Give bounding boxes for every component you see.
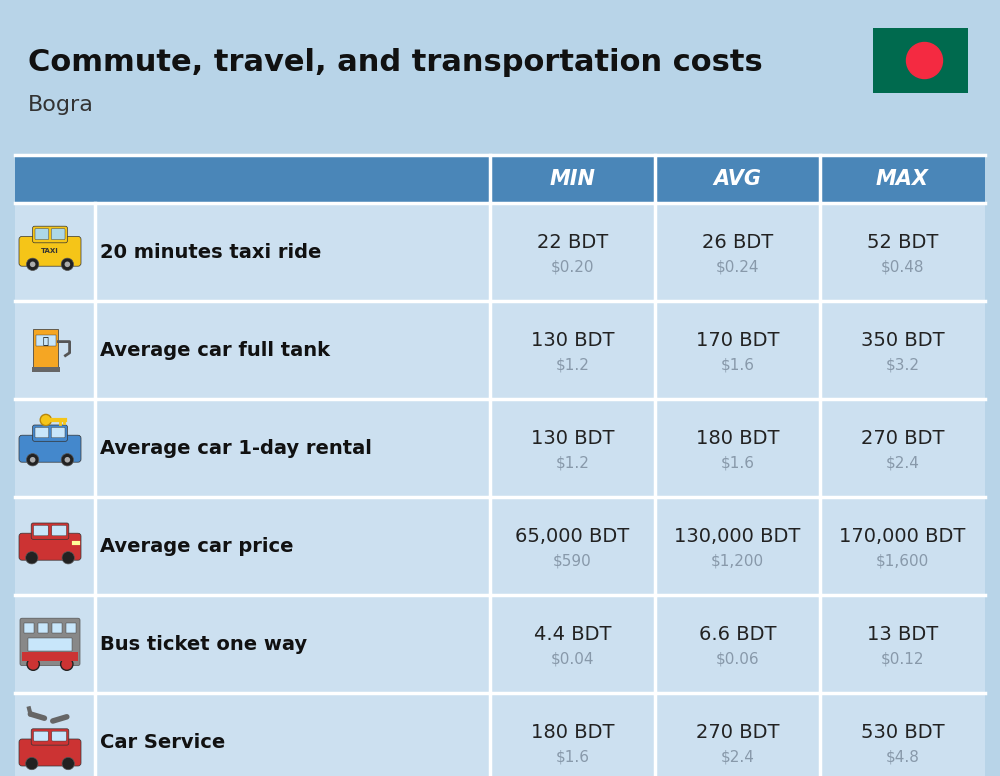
FancyBboxPatch shape: [52, 731, 66, 741]
Text: $1,600: $1,600: [876, 553, 929, 569]
Text: $4.8: $4.8: [886, 750, 919, 764]
Text: 130,000 BDT: 130,000 BDT: [674, 526, 801, 546]
Text: Bus ticket one way: Bus ticket one way: [100, 635, 307, 653]
Text: Commute, travel, and transportation costs: Commute, travel, and transportation cost…: [28, 48, 763, 77]
Text: $0.04: $0.04: [551, 652, 594, 667]
Text: 💧: 💧: [43, 335, 49, 345]
Text: $3.2: $3.2: [886, 358, 920, 372]
Circle shape: [26, 258, 39, 271]
FancyBboxPatch shape: [34, 525, 48, 535]
FancyBboxPatch shape: [35, 428, 49, 438]
Circle shape: [30, 457, 35, 462]
Text: Car Service: Car Service: [100, 733, 225, 751]
Bar: [38, 623, 48, 632]
Circle shape: [65, 262, 70, 267]
Bar: [15, 595, 985, 693]
Circle shape: [62, 552, 74, 564]
Circle shape: [65, 457, 70, 462]
Bar: [33, 329, 58, 368]
Bar: [66, 623, 76, 632]
Text: Average car 1-day rental: Average car 1-day rental: [100, 438, 372, 458]
Bar: [15, 155, 985, 203]
FancyBboxPatch shape: [19, 237, 81, 266]
Text: 20 minutes taxi ride: 20 minutes taxi ride: [100, 242, 321, 262]
Text: $2.4: $2.4: [886, 456, 919, 470]
Text: Bogra: Bogra: [28, 95, 94, 115]
Text: $590: $590: [553, 553, 592, 569]
Text: $0.12: $0.12: [881, 652, 924, 667]
Text: 350 BDT: 350 BDT: [861, 331, 944, 349]
FancyBboxPatch shape: [19, 435, 81, 462]
Text: 26 BDT: 26 BDT: [702, 233, 773, 251]
Circle shape: [62, 757, 74, 770]
Text: $1.2: $1.2: [556, 456, 589, 470]
Text: TAXI: TAXI: [41, 248, 59, 254]
FancyBboxPatch shape: [33, 226, 67, 243]
Text: 180 BDT: 180 BDT: [696, 428, 779, 448]
Text: 270 BDT: 270 BDT: [861, 428, 944, 448]
Bar: [15, 203, 985, 301]
Text: 4.4 BDT: 4.4 BDT: [534, 625, 611, 643]
Text: $1.2: $1.2: [556, 358, 589, 372]
Circle shape: [26, 757, 38, 770]
Text: $1.6: $1.6: [556, 750, 590, 764]
Bar: [52, 623, 62, 632]
Bar: [15, 693, 985, 776]
FancyBboxPatch shape: [19, 739, 81, 766]
FancyBboxPatch shape: [19, 533, 81, 560]
Circle shape: [30, 262, 35, 267]
Circle shape: [906, 43, 942, 78]
Bar: [28, 639, 72, 651]
Bar: [15, 301, 985, 399]
FancyBboxPatch shape: [873, 28, 968, 93]
Text: 530 BDT: 530 BDT: [861, 722, 944, 742]
Text: 65,000 BDT: 65,000 BDT: [515, 526, 630, 546]
Text: $2.4: $2.4: [721, 750, 754, 764]
Text: AVG: AVG: [714, 169, 762, 189]
Text: MAX: MAX: [876, 169, 929, 189]
Text: $0.20: $0.20: [551, 259, 594, 275]
Text: $1.6: $1.6: [720, 358, 755, 372]
FancyBboxPatch shape: [52, 525, 66, 535]
FancyBboxPatch shape: [33, 425, 67, 442]
Text: 170,000 BDT: 170,000 BDT: [839, 526, 966, 546]
Circle shape: [26, 552, 38, 564]
FancyBboxPatch shape: [34, 731, 48, 741]
Text: $0.06: $0.06: [716, 652, 759, 667]
Text: $1,200: $1,200: [711, 553, 764, 569]
Text: 13 BDT: 13 BDT: [867, 625, 938, 643]
FancyBboxPatch shape: [31, 729, 69, 745]
Text: 170 BDT: 170 BDT: [696, 331, 779, 349]
FancyBboxPatch shape: [51, 229, 65, 240]
Text: $0.24: $0.24: [716, 259, 759, 275]
Text: Average car price: Average car price: [100, 536, 294, 556]
FancyBboxPatch shape: [31, 523, 69, 539]
Bar: [32, 367, 60, 372]
FancyBboxPatch shape: [51, 428, 65, 438]
Bar: [15, 497, 985, 595]
Text: MIN: MIN: [550, 169, 596, 189]
Text: 130 BDT: 130 BDT: [531, 428, 614, 448]
Text: Average car full tank: Average car full tank: [100, 341, 330, 359]
Circle shape: [27, 658, 39, 670]
Bar: [22, 653, 78, 661]
Text: 22 BDT: 22 BDT: [537, 233, 608, 251]
Text: 6.6 BDT: 6.6 BDT: [699, 625, 776, 643]
Circle shape: [61, 658, 73, 670]
Circle shape: [61, 454, 74, 466]
Circle shape: [26, 454, 39, 466]
Bar: [24, 623, 34, 632]
Bar: [15, 399, 985, 497]
Text: $0.48: $0.48: [881, 259, 924, 275]
FancyBboxPatch shape: [35, 229, 49, 240]
FancyBboxPatch shape: [20, 618, 80, 666]
Circle shape: [40, 414, 51, 425]
Text: 180 BDT: 180 BDT: [531, 722, 614, 742]
Circle shape: [61, 258, 74, 271]
Text: 52 BDT: 52 BDT: [867, 233, 938, 251]
Text: 130 BDT: 130 BDT: [531, 331, 614, 349]
Text: $1.6: $1.6: [720, 456, 755, 470]
Text: 270 BDT: 270 BDT: [696, 722, 779, 742]
Bar: [36, 334, 56, 346]
